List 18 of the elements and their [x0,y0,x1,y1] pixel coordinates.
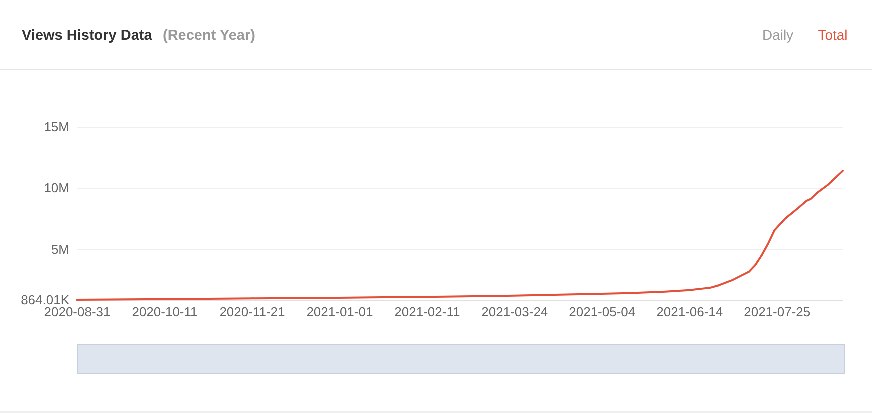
y-tick-label: 10M [44,180,70,196]
x-tick-label: 2021-06-14 [656,304,724,320]
line-series [76,170,844,301]
y-tick-label: 864.01K [21,292,70,308]
x-tick-label: 2020-10-11 [132,304,198,320]
y-tick-label: 5M [51,242,70,257]
x-tick-label: 2021-05-04 [569,304,636,320]
x-tick-label: 2021-03-24 [482,304,548,320]
text: Total [818,27,848,43]
y-tick-label: 15M [44,120,70,134]
x-tick-label: 2020-08-31 [44,304,111,320]
x-tick-label: 2021-01-01 [306,304,374,320]
chart-subtitle: (Recent Year) [163,28,256,44]
chart-title: Views History Data [22,28,154,44]
x-tick-label: 2021-07-25 [744,304,811,320]
x-tick-label: 2021-02-11 [394,304,460,320]
x-tick-label: 2020-11-21 [220,304,286,320]
text: Daily [762,27,794,43]
